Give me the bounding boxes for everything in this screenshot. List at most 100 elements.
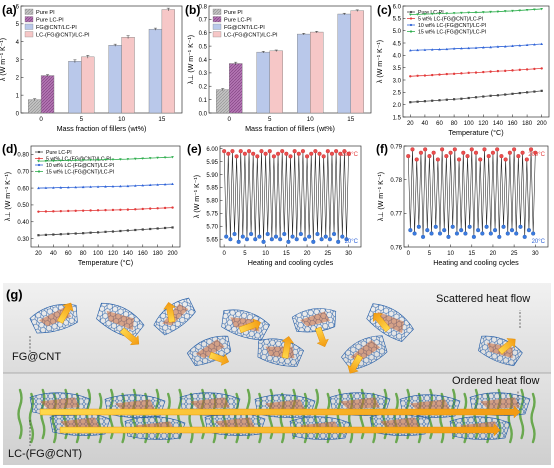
chart-panel-b: (b) 0.0 0.1 0.2 0.3 0.4 0.5 0.6 0.7 0.8 λ⊥ (W m⁻¹ … bbox=[185, 3, 372, 133]
x-tick-label: 5 bbox=[428, 251, 432, 257]
high-temp-point bbox=[512, 147, 517, 152]
chart-panel-c: (c) 1.5 2.0 2.5 3.0 3.5 4.0 4.5 5.0 5.5 6.0 λ (W m⁻… bbox=[377, 3, 550, 137]
high-temp-point bbox=[478, 157, 483, 162]
low-temp-point bbox=[505, 231, 510, 236]
high-temp-point bbox=[280, 149, 285, 154]
graphene-sheet-scattered bbox=[366, 303, 414, 342]
low-temp-point bbox=[429, 231, 434, 236]
y-tick-label: 0.7 bbox=[199, 18, 208, 24]
x-tick-label: 10 bbox=[447, 251, 454, 257]
data-point bbox=[44, 186, 48, 189]
heat-arrow-ordered bbox=[59, 423, 501, 437]
bar bbox=[269, 50, 283, 114]
y-tick-label: 5 bbox=[16, 22, 20, 28]
y-tick-label: 0.2 bbox=[199, 85, 208, 91]
y-tick-label: 0.30 bbox=[17, 237, 29, 243]
y-tick-label: 5.70 bbox=[206, 225, 218, 231]
data-point bbox=[141, 183, 145, 187]
data-point bbox=[489, 70, 492, 73]
low-temp-label: 20°C bbox=[345, 239, 359, 245]
data-point bbox=[171, 226, 174, 229]
high-temp-point bbox=[414, 157, 419, 162]
high-temp-point bbox=[226, 151, 231, 156]
data-point bbox=[430, 48, 434, 51]
data-point bbox=[445, 72, 448, 76]
y-tick-label: 0.79 bbox=[390, 144, 402, 150]
low-temp-point bbox=[323, 234, 328, 239]
data-point bbox=[141, 228, 144, 231]
low-temp-point bbox=[249, 232, 254, 237]
y-tick-label: 5.5 bbox=[393, 17, 402, 23]
data-point bbox=[134, 208, 137, 211]
high-temp-point bbox=[440, 147, 445, 152]
data-point bbox=[409, 75, 412, 78]
low-temp-point bbox=[454, 231, 459, 236]
legend-label: 15 wt% LC-(FG@CNT)/LC-PI bbox=[46, 170, 114, 176]
high-temp-point bbox=[507, 150, 512, 155]
arrow-shape bbox=[208, 351, 230, 366]
legend-swatch bbox=[24, 31, 34, 38]
low-temp-point bbox=[421, 234, 426, 239]
high-temp-point bbox=[435, 157, 440, 162]
legend-marker bbox=[37, 150, 41, 154]
data-point bbox=[81, 209, 85, 212]
arrow-shape bbox=[119, 327, 140, 346]
low-temp-point bbox=[265, 232, 270, 237]
data-point bbox=[171, 206, 174, 209]
high-temp-point bbox=[238, 149, 243, 154]
plot-frame bbox=[30, 145, 181, 248]
high-temp-point bbox=[246, 149, 252, 154]
x-tick-label: 40 bbox=[422, 121, 429, 127]
data-point bbox=[430, 12, 434, 16]
high-temp-point bbox=[423, 147, 428, 152]
data-point bbox=[126, 229, 129, 232]
data-point bbox=[163, 182, 167, 186]
data-point bbox=[96, 185, 100, 188]
x-tick-label: 200 bbox=[537, 121, 548, 127]
legend-swatch bbox=[24, 8, 34, 15]
data-point bbox=[44, 210, 48, 213]
plot-frame bbox=[402, 5, 550, 118]
low-temp-point bbox=[446, 234, 451, 239]
legend-swatch bbox=[24, 16, 34, 23]
data-point bbox=[533, 43, 536, 46]
data-point bbox=[134, 228, 137, 232]
x-tick-label: 0 bbox=[407, 251, 411, 257]
y-tick-label: 3 bbox=[16, 58, 20, 64]
data-point bbox=[149, 227, 152, 231]
heat-arrow-scattered bbox=[281, 336, 295, 359]
high-temp-point bbox=[317, 151, 322, 156]
data-point bbox=[431, 99, 434, 102]
cnt-coating bbox=[195, 339, 225, 359]
data-point bbox=[81, 159, 85, 162]
x-tick-label: 20 bbox=[35, 251, 42, 257]
data-point bbox=[504, 93, 507, 96]
x-tick-label: 5 bbox=[243, 251, 247, 257]
legend-label: Pure PI bbox=[36, 10, 55, 16]
data-point bbox=[163, 156, 167, 159]
data-point bbox=[104, 185, 107, 188]
low-temp-point bbox=[224, 234, 229, 239]
cnt-coating bbox=[380, 417, 420, 429]
data-point bbox=[511, 44, 514, 47]
data-point bbox=[164, 226, 167, 230]
x-tick-label: 20 bbox=[304, 251, 311, 257]
data-point bbox=[525, 68, 529, 71]
data-point bbox=[52, 186, 55, 189]
data-point bbox=[119, 184, 122, 188]
low-temp-point bbox=[269, 237, 274, 242]
y-tick-label: 0.50 bbox=[17, 203, 29, 209]
data-point bbox=[89, 185, 92, 188]
panel-label-a: (a) bbox=[2, 3, 17, 17]
scattered-heat-flow-label: Scattered heat flow bbox=[436, 293, 530, 305]
data-point bbox=[525, 43, 529, 46]
data-point bbox=[82, 232, 85, 235]
x-tick-label: 20 bbox=[490, 251, 497, 257]
cnt-coating bbox=[115, 399, 155, 411]
high-temp-point bbox=[452, 147, 457, 152]
data-point bbox=[540, 67, 543, 70]
data-point bbox=[409, 101, 412, 104]
data-point bbox=[511, 9, 514, 13]
high-temp-point bbox=[520, 150, 525, 155]
low-temp-point bbox=[257, 234, 262, 239]
